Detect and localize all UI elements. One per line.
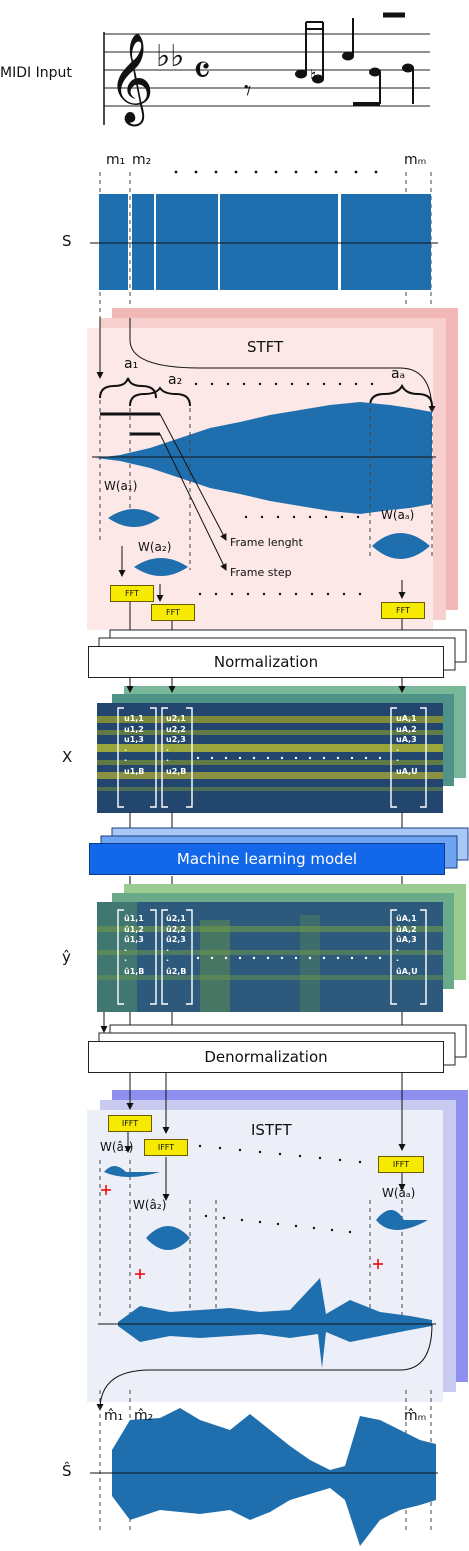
matrix-y-brackets <box>117 909 427 1005</box>
ellipsis-stft-w <box>198 515 362 596</box>
dashed-guides-stft <box>99 400 433 570</box>
matrix-x-brackets <box>117 707 427 808</box>
m2-label: m₂ <box>132 152 152 168</box>
m2-hat-label: m̂₂ <box>134 1408 154 1424</box>
s-hat-label: Ŝ <box>62 1462 72 1480</box>
w-aA-label: W(aₐ) <box>381 508 415 522</box>
ml-model-box: Machine learning model <box>89 843 445 875</box>
istft-waveform <box>98 1278 436 1368</box>
ifft-box-1: IFFT <box>108 1115 152 1132</box>
recon-frame-1 <box>104 1166 160 1177</box>
spectrogram-y-stack <box>97 884 466 1012</box>
w-a2-label: W(a₂) <box>138 540 172 554</box>
istft-title: ISTFT <box>251 1121 292 1139</box>
aA-label: aₐ <box>391 366 406 382</box>
a2-label: a₂ <box>168 372 183 388</box>
s-label: S <box>62 232 72 250</box>
matrix-x-colA: uA,1 uA,2 uA,3 · · uA,U <box>396 714 418 776</box>
denormalization-box: Denormalization <box>88 1041 444 1073</box>
input-waveform-s <box>90 194 438 290</box>
svg-text:𝄾: 𝄾 <box>244 74 251 107</box>
fft-box-2: FFT <box>151 604 195 621</box>
m1-hat-label: m̂₁ <box>104 1408 124 1424</box>
plus-signs <box>101 1185 383 1279</box>
fft-box-a: FFT <box>381 602 425 619</box>
svg-text:𝄞: 𝄞 <box>108 33 154 127</box>
matrix-y-col2: û2,1 û2,2 û2,3 · · û2,B <box>166 914 187 976</box>
mM-label: mₘ <box>404 152 427 168</box>
mM-hat-label: m̂ₘ <box>404 1408 427 1424</box>
w-a1-hat-label: W(â₁) <box>100 1140 134 1154</box>
ml-model-label: Machine learning model <box>176 850 358 868</box>
ifft-box-a: IFFT <box>378 1156 424 1173</box>
stft-title: STFT <box>247 338 284 356</box>
w-aA-hat-label: W(âₐ) <box>382 1186 416 1200</box>
output-waveform-s-hat <box>90 1408 438 1546</box>
m1-label: m₁ <box>106 152 126 168</box>
ellipsis-stft-a <box>194 382 374 386</box>
fft-box-1: FFT <box>110 585 154 602</box>
x-label: X <box>62 748 73 766</box>
matrix-y-colA: ûA,1 ûA,2 ûA,3 · · ûA,U <box>396 914 418 976</box>
w-a2-hat-label: W(â₂) <box>133 1198 167 1212</box>
ifft-box-2: IFFT <box>144 1139 188 1156</box>
svg-text:♮: ♮ <box>310 66 316 87</box>
ellipsis-y <box>196 956 382 960</box>
window-frame-a <box>372 533 430 559</box>
ellipsis-istft <box>198 1144 362 1234</box>
recon-frame-a <box>376 1210 428 1230</box>
frame-length-label: Frame lenght <box>230 536 303 549</box>
window-frame-1 <box>108 509 160 527</box>
recon-frame-2 <box>146 1226 190 1250</box>
matrix-y-col1: û1,1 û1,2 û1,3 · · û1,B <box>124 914 145 976</box>
denormalization-label: Denormalization <box>204 1048 328 1066</box>
frame-step-label: Frame step <box>230 566 292 579</box>
ellipsis-x <box>196 756 382 760</box>
normalization-label: Normalization <box>213 653 319 671</box>
w-a1-label: W(a₁) <box>104 479 138 493</box>
music-staff: 𝄞 ♭♭ 𝄴 𝄾 ♮ <box>103 12 430 127</box>
y-hat-label: ŷ <box>62 948 71 966</box>
matrix-x-col2: u2,1 u2,2 u2,3 · · u2,B <box>166 714 187 776</box>
matrix-x-col1: u1,1 u1,2 u1,3 · · u1,B <box>124 714 145 776</box>
svg-text:♭♭: ♭♭ <box>156 39 184 74</box>
svg-text:𝄴: 𝄴 <box>193 48 211 94</box>
spectrogram-x-stack <box>97 686 466 813</box>
window-frame-2 <box>134 558 188 576</box>
normalization-box: Normalization <box>88 646 444 678</box>
stft-waveform <box>92 402 436 514</box>
midi-input-label: MIDI Input <box>0 65 72 81</box>
a1-label: a₁ <box>124 356 139 372</box>
ellipsis-top <box>174 170 378 174</box>
